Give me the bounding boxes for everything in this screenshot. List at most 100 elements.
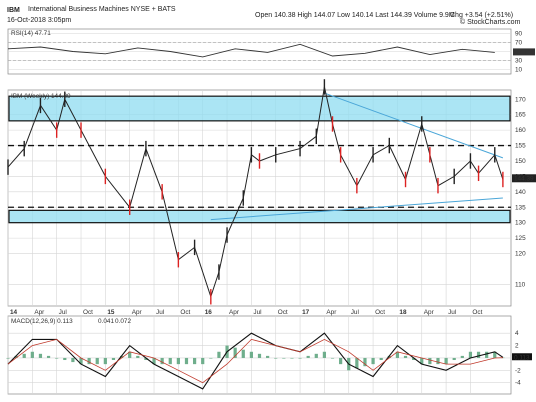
- macd-histogram-bar: [322, 351, 327, 358]
- x-tick-label: Oct: [83, 309, 93, 316]
- price-series-line: [7, 86, 504, 299]
- rsi-tick-label: 90: [515, 31, 523, 38]
- macd-histogram-bar: [306, 355, 310, 358]
- macd-histogram-bar: [241, 349, 245, 358]
- macd-hist-legend: 0.072: [115, 318, 131, 325]
- macd-current-badge: [512, 353, 532, 361]
- macd-tick-label: -2: [515, 367, 521, 374]
- rsi-ticks: 907050301047.71: [513, 31, 535, 74]
- price-tick-label: 155: [515, 143, 526, 150]
- macd-histogram-bar: [290, 357, 294, 359]
- price-tick-label: 120: [515, 251, 526, 258]
- macd-tick-label: 4: [515, 330, 519, 337]
- macd-current-label: 0.113: [514, 354, 530, 361]
- price-tick-label: 140: [515, 189, 526, 196]
- x-tick-label: 14: [10, 309, 18, 316]
- symbol-label: IBM: [7, 7, 20, 14]
- macd-histogram-bar: [22, 353, 26, 358]
- rsi-tick-label: 70: [515, 40, 523, 47]
- price-zone: [8, 209, 511, 224]
- macd-histogram-bar: [444, 357, 448, 365]
- x-tick-label: Apr: [424, 309, 435, 316]
- x-tick-label: 16: [205, 309, 213, 316]
- x-tick-label: 15: [107, 309, 115, 316]
- macd-histogram-bar: [298, 357, 302, 359]
- price-tick-label: 110: [515, 281, 526, 288]
- macd-histogram-bar: [30, 351, 34, 358]
- macd-histogram-bar: [403, 355, 408, 358]
- x-tick-label: Apr: [326, 309, 337, 316]
- price-tick-label: 130: [515, 220, 526, 227]
- trendline: [324, 92, 504, 159]
- date-label: 16-Oct-2018 3:05pm: [7, 17, 71, 24]
- macd-histogram-bar: [209, 357, 213, 359]
- macd-histogram-bar: [168, 357, 172, 365]
- x-tick-label: Oct: [472, 309, 482, 316]
- macd-histogram-bar: [412, 357, 416, 361]
- price-legend: IBM (Weekly) 144.39: [11, 93, 71, 100]
- ohlc-readout: Open 140.38 High 144.07 Low 140.14 Last …: [255, 12, 455, 19]
- macd-histogram-bar: [6, 357, 10, 359]
- macd-histogram-bar: [379, 357, 383, 361]
- macd-histogram-bar: [201, 357, 205, 365]
- macd-signal-line: [7, 338, 503, 384]
- macd-histogram-bar: [485, 351, 489, 358]
- source-label: © StockCharts.com: [460, 18, 521, 26]
- macd-histogram-bar: [38, 353, 43, 358]
- dashed-levels: [8, 144, 511, 208]
- macd-histogram-bar: [79, 357, 83, 365]
- macd-histogram-bar: [371, 357, 375, 365]
- price-tick-label: 135: [515, 204, 526, 211]
- price-panel: 110120125130135140145150155160165170144.…: [7, 79, 536, 316]
- rsi-legend: RSI(14) 47.71: [11, 30, 51, 37]
- price-frame: [7, 89, 512, 307]
- macd-histogram-bar: [355, 357, 359, 369]
- macd-legend: MACD(12,26,9) 0.113: [11, 318, 73, 325]
- macd-gridlines: [7, 316, 511, 394]
- last-price-badge: [512, 174, 536, 183]
- macd-tick-label: 2: [515, 343, 519, 350]
- macd-histogram-bar: [282, 357, 286, 359]
- macd-histogram-bar: [192, 357, 197, 365]
- macd-histogram-bar: [468, 351, 473, 358]
- macd-line: [7, 332, 504, 390]
- macd-histogram-bar: [103, 357, 107, 365]
- rsi-line: [7, 43, 495, 58]
- macd-histogram-bar: [420, 357, 424, 365]
- macd-histogram-bar: [274, 357, 278, 359]
- x-tick-label: Apr: [132, 309, 143, 316]
- rsi-tick-label: 30: [515, 58, 523, 65]
- trendline: [210, 197, 503, 221]
- macd-histogram-bar: [95, 357, 99, 365]
- rsi-levels: [8, 42, 511, 61]
- macd-histogram-bar: [363, 357, 367, 367]
- support-resistance-zones: [8, 95, 511, 224]
- macd-histogram-bar: [460, 355, 464, 358]
- macd-histogram-bar: [14, 355, 18, 358]
- price-tick-label: 165: [515, 112, 526, 119]
- macd-histogram-bar: [436, 357, 440, 365]
- macd-histogram-bar: [217, 351, 221, 358]
- macd-histogram-bar: [330, 357, 335, 359]
- macd-histogram-bar: [257, 353, 262, 358]
- macd-histogram-bar: [476, 351, 481, 358]
- rsi-series-line: [7, 43, 495, 58]
- macd-histogram-bar: [63, 357, 67, 361]
- macd-histogram-bar: [428, 357, 432, 365]
- macd-signal-legend: 0.041: [98, 318, 114, 325]
- x-tick-label: 18: [399, 309, 407, 316]
- macd-histogram-bar: [339, 357, 343, 365]
- price-tick-label: 125: [515, 235, 526, 242]
- x-tick-label: Jul: [351, 309, 359, 316]
- price-series: [7, 79, 504, 305]
- macd-histogram-bar: [71, 357, 75, 363]
- macd-histogram-bar: [387, 355, 391, 358]
- macd-histogram-bar: [136, 355, 140, 358]
- x-tick-label: Oct: [375, 309, 385, 316]
- macd-histogram-bar: [266, 355, 270, 358]
- macd-histogram-bar: [395, 351, 400, 358]
- company-name: International Business Machines NYSE + B…: [28, 6, 176, 13]
- x-tick-label: 17: [302, 309, 310, 316]
- macd-histogram-bar: [184, 357, 189, 365]
